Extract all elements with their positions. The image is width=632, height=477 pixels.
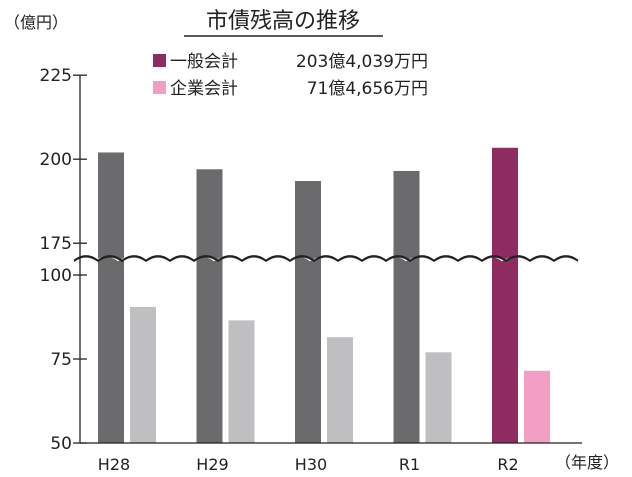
y-tick-label: 100 [40, 266, 72, 286]
bar-enterprise-h29 [228, 320, 255, 443]
bar-general-h30 [295, 181, 321, 444]
bar-general-r1 [393, 170, 420, 443]
x-tick-label: H29 [196, 455, 228, 474]
legend-value: 203億4,039万円 [296, 52, 428, 72]
bar-general-h29 [196, 169, 223, 443]
x-axis: H28 H29 H30 R1 R2 [98, 455, 519, 474]
x-tick-label: H30 [295, 455, 327, 474]
y-tick-label: 175 [40, 234, 72, 254]
bar-general-r2 [492, 147, 518, 443]
bar-enterprise-r1 [425, 352, 452, 443]
bar-enterprise-r2 [524, 370, 550, 443]
axis-break-line-upper [73, 255, 579, 262]
chart-title: 市債残高の推移 [206, 9, 360, 34]
axis-break-line-lower [73, 256, 579, 263]
x-tick-label: R1 [399, 455, 420, 474]
legend-value: 71億4,656万円 [307, 79, 428, 99]
y-axis: 50 75 100 175 200 225 [40, 66, 582, 454]
y-tick-label: 200 [40, 150, 72, 170]
bar-general-h28 [98, 152, 124, 444]
x-unit-label: （年度） [555, 453, 619, 472]
bar-enterprise-h28 [130, 306, 156, 443]
y-unit-label: （億円） [4, 13, 68, 32]
legend-swatch [153, 54, 166, 67]
legend-label: 一般会計 [170, 52, 238, 72]
x-tick-label: H28 [98, 455, 130, 474]
legend-swatch [153, 81, 166, 94]
y-tick-label: 50 [50, 434, 72, 454]
y-tick-label: 75 [50, 350, 72, 370]
bars [98, 147, 550, 444]
legend-label: 企業会計 [170, 79, 238, 99]
bar-enterprise-h30 [327, 337, 353, 443]
x-tick-label: R2 [497, 455, 518, 474]
y-tick-label: 225 [40, 66, 72, 86]
